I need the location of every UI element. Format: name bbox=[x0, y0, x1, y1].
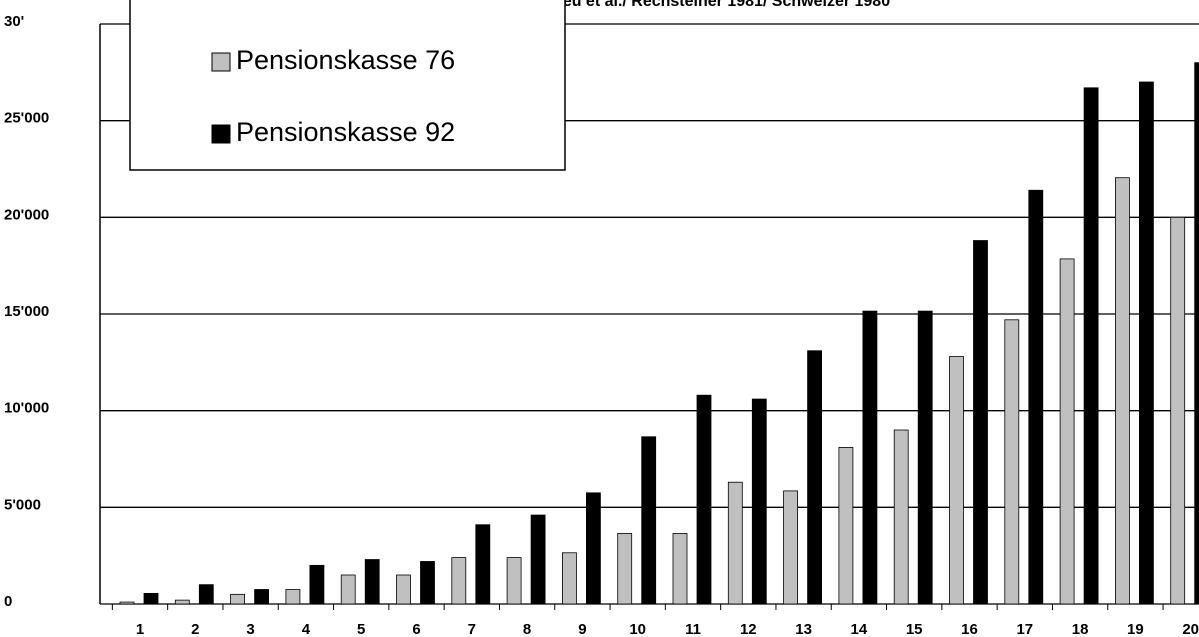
bar bbox=[119, 601, 135, 605]
legend-label: Pensionskasse 76 bbox=[236, 45, 455, 75]
bar bbox=[1028, 189, 1044, 605]
bar bbox=[230, 593, 246, 605]
bar bbox=[420, 561, 435, 605]
bar bbox=[893, 429, 909, 605]
bar bbox=[586, 492, 601, 605]
y-tick-label: 0 bbox=[4, 593, 12, 610]
bar bbox=[1170, 216, 1186, 605]
bar bbox=[672, 533, 688, 605]
y-tick-label: 20'000 bbox=[4, 206, 49, 223]
bar bbox=[949, 356, 964, 605]
x-tick-label: 15 bbox=[906, 621, 923, 637]
y-tick-label: 25'000 bbox=[4, 110, 49, 127]
y-tick-label: 30' bbox=[4, 13, 24, 30]
bar bbox=[198, 584, 214, 605]
x-tick-label: 4 bbox=[302, 621, 311, 637]
x-tick-label: 20 bbox=[1182, 621, 1199, 637]
bar bbox=[641, 436, 657, 605]
bar bbox=[973, 240, 988, 605]
x-tick-label: 13 bbox=[795, 621, 812, 637]
legend-swatch bbox=[211, 124, 231, 144]
x-tick-label: 2 bbox=[191, 621, 199, 637]
x-tick-label: 5 bbox=[357, 621, 365, 637]
y-tick-label: 15'000 bbox=[4, 303, 49, 320]
x-tick-label: 1 bbox=[136, 621, 144, 637]
x-tick-label: 3 bbox=[246, 621, 254, 637]
bar bbox=[143, 592, 159, 605]
chart-title: (in Franken von 1992) Daten: Leu et al./… bbox=[330, 0, 890, 10]
bar bbox=[1115, 177, 1130, 605]
bar bbox=[751, 398, 767, 605]
bar bbox=[530, 514, 546, 605]
x-tick-label: 18 bbox=[1072, 621, 1089, 637]
bar bbox=[254, 589, 270, 605]
bar bbox=[783, 490, 798, 605]
bar bbox=[506, 557, 522, 605]
bar bbox=[807, 350, 822, 605]
bar bbox=[617, 533, 633, 605]
bar bbox=[285, 589, 301, 605]
bar bbox=[364, 559, 380, 605]
x-tick-label: 7 bbox=[468, 621, 476, 637]
y-tick-label: 5'000 bbox=[4, 496, 41, 513]
bar bbox=[396, 574, 411, 605]
legend-box bbox=[129, 0, 566, 171]
legend-label: Pensionskasse 92 bbox=[236, 117, 455, 147]
legend-swatch bbox=[211, 52, 231, 72]
bar bbox=[562, 552, 577, 605]
x-tick-label: 17 bbox=[1016, 621, 1033, 637]
bar bbox=[340, 574, 356, 605]
bar bbox=[475, 524, 491, 605]
bar bbox=[174, 599, 190, 605]
x-tick-label: 12 bbox=[740, 621, 757, 637]
x-tick-label: 11 bbox=[685, 621, 701, 637]
y-tick-label: 10'000 bbox=[4, 400, 49, 417]
bar bbox=[1059, 258, 1075, 605]
bar bbox=[1004, 319, 1020, 605]
bar bbox=[862, 310, 878, 605]
bar bbox=[1194, 62, 1199, 605]
x-tick-label: 9 bbox=[578, 621, 586, 637]
x-tick-label: 14 bbox=[851, 621, 868, 637]
bar bbox=[696, 394, 712, 605]
x-tick-label: 10 bbox=[629, 621, 646, 637]
bar bbox=[1083, 87, 1099, 605]
x-tick-label: 16 bbox=[961, 621, 978, 637]
bar bbox=[1139, 81, 1154, 605]
bar bbox=[309, 564, 325, 605]
x-tick-label: 6 bbox=[412, 621, 420, 637]
x-tick-label: 8 bbox=[523, 621, 531, 637]
bar bbox=[727, 481, 743, 605]
bar bbox=[917, 310, 933, 605]
x-tick-label: 19 bbox=[1127, 621, 1144, 637]
bar bbox=[838, 446, 854, 605]
bar bbox=[451, 557, 467, 605]
